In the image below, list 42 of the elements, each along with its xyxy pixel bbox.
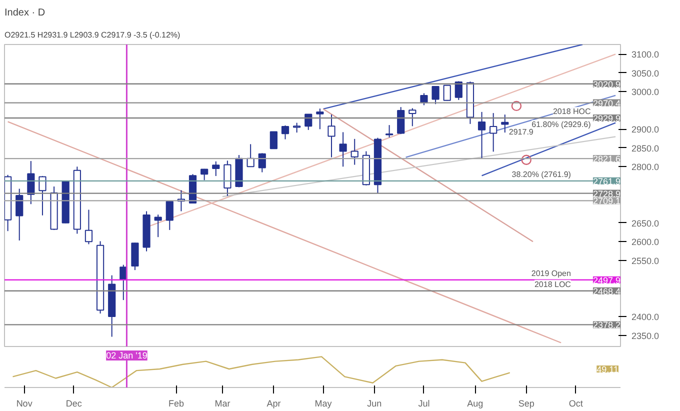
- ref-line-label: 2378.2: [592, 320, 621, 330]
- ref-line-label: 2728.9: [592, 188, 621, 199]
- x-tick-label: Jun: [367, 398, 382, 408]
- annotation: 2917.9: [508, 127, 534, 136]
- y-tick-label: 2600.0: [632, 237, 660, 248]
- ref-line-label: 2821.6: [592, 154, 621, 164]
- y-tick-label: 2350.0: [632, 330, 660, 341]
- y-tick-label: 2400.0: [632, 312, 660, 322]
- x-tick-label: Jul: [418, 398, 430, 408]
- y-tick-label: 2850.0: [632, 143, 660, 154]
- x-tick-label: Apr: [266, 398, 281, 408]
- x-tick-label: Aug: [467, 398, 484, 408]
- chart-subtitle: O2921.5 H2931.9 L2903.9 C2917.9 -3.5 (-0.12%): [4, 30, 181, 40]
- x-tick-label: Nov: [16, 398, 33, 408]
- ref-line-label: 3020.9: [592, 79, 621, 90]
- ref-line-label: 2468.4: [592, 286, 621, 296]
- ref-line-label: 2709.1: [592, 196, 621, 206]
- y-tick-label: 2800.0: [632, 162, 660, 172]
- ref-line-label: 2761.9: [592, 176, 621, 186]
- ref-line-label: 2497.9: [592, 275, 621, 286]
- y-tick-label: 3050.0: [632, 68, 660, 78]
- annotation: 2018 HOC: [552, 106, 591, 116]
- y-tick-label: 3100.0: [632, 50, 660, 60]
- annotation: 49.11: [596, 364, 619, 374]
- y-tick-label: 2900.0: [632, 124, 660, 135]
- annotation: 2018 LOC: [534, 280, 572, 289]
- annotation: 2019 Open: [531, 268, 571, 278]
- ref-line-label: 02 Jan '19: [106, 350, 148, 360]
- chart-title: Index · D: [4, 8, 46, 18]
- ref-line-label: 2970.4: [592, 98, 621, 108]
- x-tick-label: Sep: [518, 398, 534, 408]
- ref-line-label: 2929.9: [592, 113, 621, 124]
- annotation: 61.80% (2929.6): [532, 120, 592, 130]
- x-tick-label: May: [314, 398, 332, 408]
- x-tick-label: Oct: [568, 398, 584, 408]
- x-tick-label: Mar: [214, 398, 230, 408]
- y-tick-label: 3000.0: [632, 87, 660, 98]
- x-tick-label: Dec: [66, 398, 82, 408]
- annotation: 38.20% (2761.9): [512, 170, 572, 179]
- y-tick-label: 2650.0: [632, 218, 660, 228]
- x-tick-label: Feb: [168, 398, 184, 408]
- y-tick-label: 2550.0: [632, 256, 660, 266]
